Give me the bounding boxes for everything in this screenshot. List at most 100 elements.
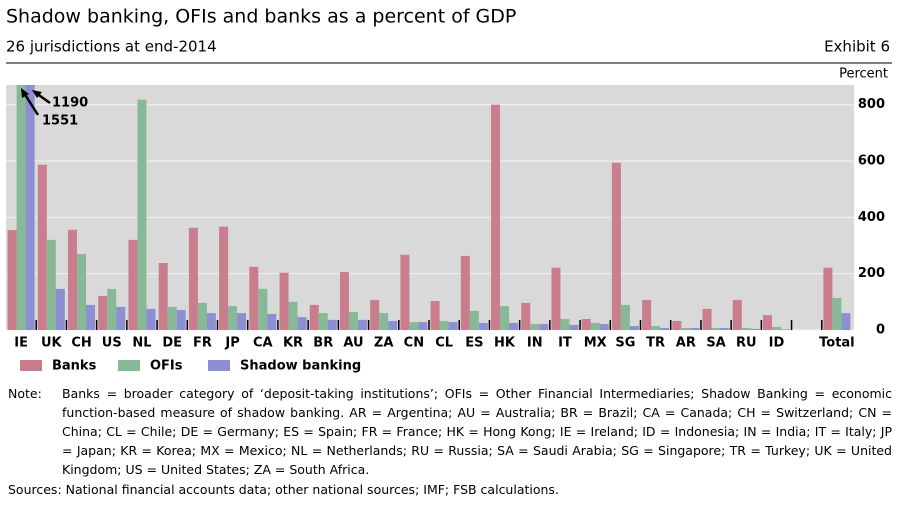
bar [741, 328, 751, 330]
bar [37, 164, 47, 330]
bar [357, 319, 367, 330]
bar [379, 313, 389, 330]
legend-label: Banks [52, 359, 97, 374]
y-tick-label: 200 [858, 266, 885, 281]
x-tick-label: CN [404, 336, 424, 351]
bar [348, 311, 358, 330]
bar [823, 267, 833, 330]
bar [509, 322, 519, 330]
bar [7, 230, 17, 330]
bar [309, 304, 319, 330]
bar [841, 313, 851, 330]
note-label: Note: [8, 386, 42, 401]
bar [469, 310, 479, 330]
legend-swatch [20, 360, 42, 371]
bar [832, 297, 842, 330]
bar [77, 253, 87, 330]
legend-label: Shadow banking [240, 359, 361, 374]
bar [660, 328, 670, 330]
bar [68, 229, 78, 330]
x-tick-label: NL [132, 336, 151, 351]
chart-subtitle: 26 jurisdictions at end-2014 [6, 38, 217, 56]
bar [478, 322, 488, 330]
bar [370, 299, 380, 330]
bar [339, 271, 349, 330]
bar [599, 324, 609, 330]
bar [158, 262, 168, 330]
bar [780, 329, 790, 330]
bar [146, 308, 156, 330]
annotation-arrowhead [32, 90, 42, 98]
bar [25, 85, 35, 330]
x-tick-label: SA [706, 336, 725, 351]
bar [249, 266, 259, 330]
sources: Sources: National financial accounts dat… [8, 482, 559, 497]
x-tick-label: CL [435, 336, 453, 351]
bar [167, 306, 177, 330]
bar [590, 322, 600, 330]
bar [642, 299, 652, 330]
bar [237, 313, 247, 330]
bar [620, 304, 630, 330]
bar [409, 322, 419, 330]
legend-swatch [208, 360, 230, 371]
note-text: Banks = broader category of ‘deposit-tak… [62, 386, 892, 477]
bar [762, 315, 772, 330]
bar [732, 299, 742, 330]
bar [116, 306, 126, 330]
bar [55, 288, 65, 330]
x-tick-label: DE [162, 336, 182, 351]
bar [681, 328, 691, 330]
legend-label: OFIs [150, 359, 183, 374]
bar [176, 310, 186, 330]
bar [128, 239, 138, 330]
plot-area [6, 85, 854, 330]
x-tick-label: BR [313, 336, 333, 351]
bar [651, 326, 661, 330]
bar [448, 322, 458, 330]
legend-swatch [118, 360, 140, 371]
note: Note: Banks = broader category of ‘depos… [8, 384, 892, 479]
bar [46, 239, 56, 330]
bar [98, 295, 108, 330]
x-tick-label: MX [584, 336, 607, 351]
y-axis-label: Percent [839, 67, 888, 82]
data-label: 1551 [42, 114, 78, 129]
y-tick-label: 400 [858, 210, 885, 225]
bar [388, 320, 398, 330]
bar [430, 300, 440, 330]
bar [581, 319, 591, 330]
bar [711, 328, 721, 330]
y-tick-label: 0 [876, 323, 885, 338]
bar [297, 317, 307, 330]
bar [107, 288, 117, 330]
x-tick-label: IN [527, 336, 543, 351]
bar [16, 85, 26, 330]
x-tick-label: ZA [374, 336, 394, 351]
bar [551, 267, 561, 330]
bar [460, 255, 470, 330]
y-tick-label: 600 [858, 154, 885, 169]
x-tick-label: CA [253, 336, 273, 351]
chart: Shadow banking, OFIs and banks as a perc… [6, 6, 892, 374]
bar [771, 326, 781, 330]
bar [530, 324, 540, 330]
bar [197, 302, 207, 330]
x-tick-label: RU [736, 336, 757, 351]
bar [672, 320, 682, 330]
chart-title: Shadow banking, OFIs and banks as a perc… [6, 6, 516, 28]
x-tick-label: HK [494, 336, 516, 351]
x-tick-label: ES [465, 336, 483, 351]
x-tick-label: UK [41, 336, 63, 351]
bar [750, 328, 760, 330]
bar [439, 320, 449, 330]
bar [327, 319, 337, 330]
exhibit-label: Exhibit 6 [824, 38, 890, 56]
bar [560, 319, 570, 330]
x-tick-label: KR [283, 336, 303, 351]
bar [228, 306, 238, 330]
x-tick-label: IE [14, 336, 28, 351]
bar [279, 272, 289, 330]
x-tick-label: AU [343, 336, 363, 351]
